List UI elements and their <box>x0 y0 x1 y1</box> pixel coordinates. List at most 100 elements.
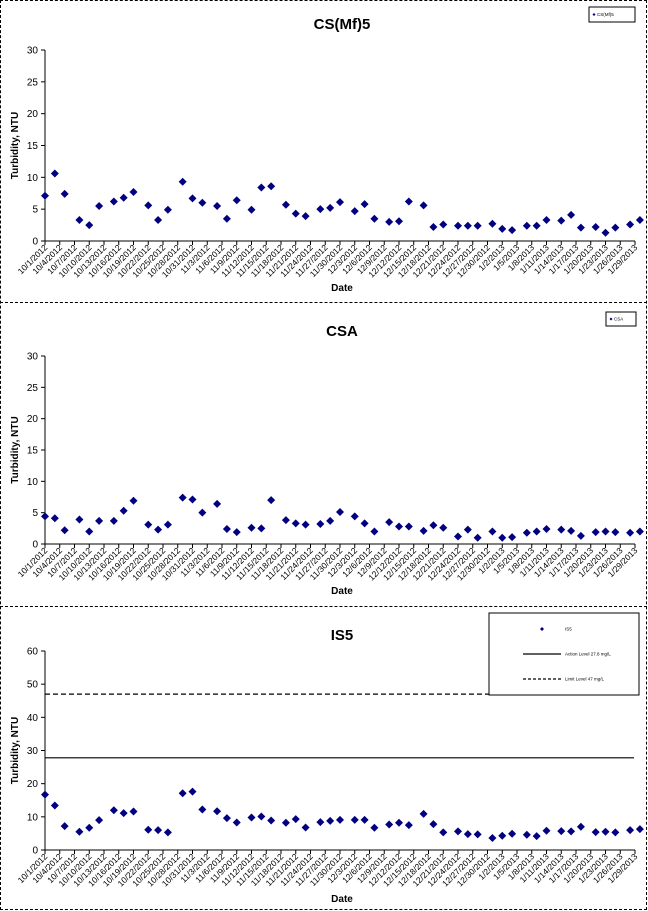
data-point <box>213 499 222 508</box>
data-point <box>601 527 610 536</box>
data-point <box>50 169 59 178</box>
data-point <box>557 216 566 225</box>
data-point <box>129 496 138 505</box>
data-point <box>601 228 610 237</box>
data-point <box>557 525 566 534</box>
y-axis-label: Turbidity, NTU <box>10 717 21 784</box>
legend-label: Action Level 27.8 mg/L <box>565 652 611 657</box>
data-point <box>473 533 482 542</box>
data-point <box>60 526 69 535</box>
data-point <box>316 205 325 214</box>
data-point <box>119 193 128 202</box>
data-point <box>532 527 541 536</box>
data-point <box>557 827 566 836</box>
data-point <box>41 512 49 521</box>
data-point <box>257 812 266 821</box>
data-point <box>404 197 413 206</box>
data-point <box>532 221 541 230</box>
chart-panel-csmf5: CS(Mf)5 0 5 10 15 20 25 30 Turbidity, NTU 10/1/20… <box>1 1 646 301</box>
data-point <box>301 520 310 529</box>
data-point <box>144 520 153 529</box>
panel-divider <box>0 302 647 303</box>
data-point <box>119 809 128 818</box>
x-axis-label: Date <box>331 283 353 294</box>
data-point <box>316 519 325 528</box>
data-point <box>326 516 335 525</box>
data-point <box>350 207 359 216</box>
data-point <box>473 830 482 839</box>
data-point <box>542 826 551 835</box>
data-point <box>247 813 256 822</box>
data-point <box>178 177 187 186</box>
data-point <box>626 220 635 229</box>
data-point <box>463 221 472 230</box>
data-point <box>626 528 635 537</box>
data-point <box>95 516 104 525</box>
data-point <box>198 508 207 517</box>
data-point <box>163 828 172 837</box>
data-point <box>395 217 403 226</box>
data-point <box>439 523 448 532</box>
legend-label: Limit Level 47 mg/L <box>565 677 605 682</box>
data-point <box>85 527 94 536</box>
data-point <box>154 215 163 224</box>
y-tick-label: 20 <box>27 779 39 790</box>
data-point <box>370 214 379 223</box>
data-point <box>576 822 585 831</box>
data-point <box>232 196 241 205</box>
y-tick-label: 10 <box>27 477 39 488</box>
data-point <box>385 518 394 527</box>
data-point <box>222 214 231 223</box>
legend-marker-icon <box>609 317 613 321</box>
data-point <box>635 527 644 536</box>
legend-box <box>488 612 640 696</box>
data-point <box>163 520 172 529</box>
data-point <box>213 201 222 210</box>
data-point <box>601 827 610 836</box>
legend-box <box>588 6 636 23</box>
chart-panel-csa: CSA 0 5 10 15 20 25 30 Turbidity, NTU 10/1/2012 10… <box>1 304 646 605</box>
data-point <box>41 790 49 799</box>
data-point <box>419 201 428 210</box>
data-point <box>611 223 620 232</box>
data-point <box>635 215 644 224</box>
data-point <box>385 217 394 226</box>
data-point <box>291 519 300 528</box>
data-point <box>567 526 576 535</box>
y-tick-label: 30 <box>27 746 39 757</box>
data-point <box>429 521 438 530</box>
data-point <box>498 533 507 542</box>
y-tick-label: 50 <box>27 680 39 691</box>
data-point <box>488 219 497 228</box>
data-point <box>247 205 256 214</box>
data-point <box>213 807 222 816</box>
data-point <box>75 515 84 524</box>
legend-label: IS5 <box>565 627 572 632</box>
data-point <box>336 508 344 517</box>
data-point <box>591 528 600 537</box>
data-point <box>232 528 241 537</box>
data-point <box>232 818 241 827</box>
data-point <box>532 832 541 841</box>
data-point <box>178 789 187 798</box>
y-tick-label: 30 <box>27 352 39 363</box>
data-point <box>611 528 620 537</box>
y-tick-label: 60 <box>27 647 39 658</box>
data-point <box>576 223 585 232</box>
data-point <box>281 516 290 525</box>
y-tick-label: 10 <box>27 173 39 184</box>
data-point <box>336 198 344 207</box>
data-point <box>144 825 153 834</box>
data-point <box>508 533 517 542</box>
data-point <box>591 828 600 837</box>
data-point <box>395 818 403 827</box>
legend-label: CSA <box>614 317 623 322</box>
data-point <box>119 506 128 515</box>
data-point <box>360 519 369 528</box>
x-axis-label: Date <box>331 586 353 597</box>
data-point <box>267 496 276 505</box>
data-point <box>281 200 290 209</box>
data-point <box>301 823 310 832</box>
